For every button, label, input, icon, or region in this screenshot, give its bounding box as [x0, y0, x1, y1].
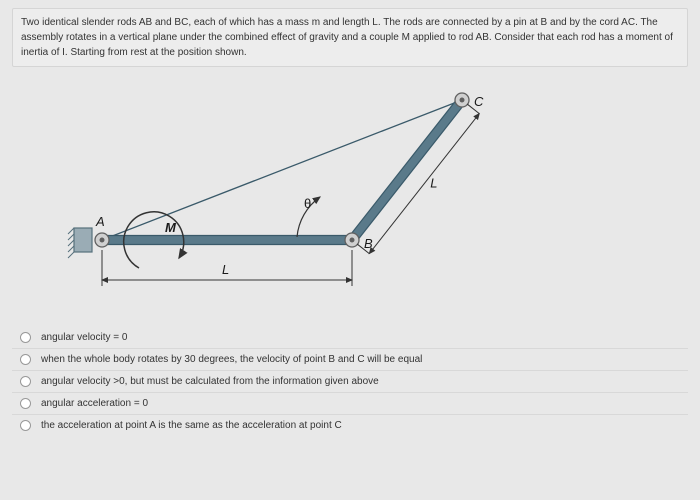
radio-icon	[20, 376, 31, 387]
diagram-container: Mθ A B C L L	[12, 77, 688, 312]
radio-icon	[20, 398, 31, 409]
svg-text:C: C	[474, 94, 484, 109]
svg-text:M: M	[165, 220, 177, 235]
question-text: Two identical slender rods AB and BC, ea…	[12, 8, 688, 67]
option-label: the acceleration at point A is the same …	[41, 420, 342, 431]
radio-icon	[20, 332, 31, 343]
svg-text:A: A	[95, 214, 105, 229]
option-label: angular velocity = 0	[41, 332, 127, 343]
radio-icon	[20, 354, 31, 365]
svg-text:B: B	[364, 236, 373, 251]
option-label: when the whole body rotates by 30 degree…	[41, 354, 422, 365]
option-1[interactable]: angular velocity = 0	[12, 327, 688, 349]
svg-text:L: L	[430, 175, 437, 190]
option-label: angular velocity >0, but must be calcula…	[41, 376, 379, 387]
option-3[interactable]: angular velocity >0, but must be calcula…	[12, 371, 688, 393]
option-4[interactable]: angular acceleration = 0	[12, 393, 688, 415]
mechanics-diagram: Mθ A B C L L	[42, 90, 512, 300]
radio-icon	[20, 420, 31, 431]
options-list: angular velocity = 0 when the whole body…	[12, 327, 688, 436]
option-label: angular acceleration = 0	[41, 398, 148, 409]
option-5[interactable]: the acceleration at point A is the same …	[12, 415, 688, 436]
svg-text:L: L	[222, 262, 229, 277]
svg-text:θ: θ	[304, 196, 311, 211]
option-2[interactable]: when the whole body rotates by 30 degree…	[12, 349, 688, 371]
